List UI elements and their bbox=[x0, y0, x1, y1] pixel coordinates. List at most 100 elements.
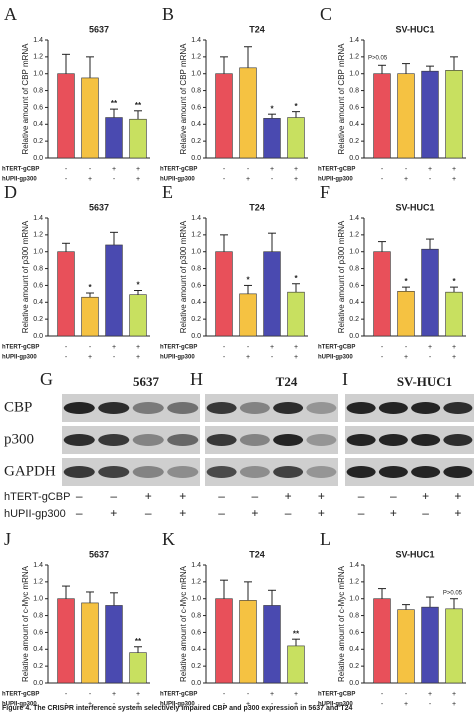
blot-band bbox=[346, 466, 376, 478]
y-tick-label: 0.2 bbox=[33, 316, 43, 323]
blot-band bbox=[206, 402, 237, 414]
annotation: P>0.05 bbox=[368, 56, 388, 62]
condition-sign: - bbox=[247, 344, 250, 351]
condition-sign: + bbox=[179, 489, 186, 503]
blot-band bbox=[443, 466, 473, 478]
blot-band bbox=[206, 434, 237, 446]
blot-band bbox=[239, 402, 270, 414]
y-tick-label: 1.0 bbox=[349, 249, 359, 256]
condition-sign: + bbox=[136, 701, 140, 708]
condition-sign: + bbox=[294, 176, 298, 183]
bar bbox=[105, 117, 123, 159]
condition-name: hTERT-gCBP bbox=[160, 692, 197, 698]
condition-sign: + bbox=[136, 354, 140, 361]
condition-sign: - bbox=[381, 701, 384, 708]
blot-band bbox=[306, 402, 337, 414]
significance: * bbox=[246, 276, 250, 285]
y-tick-label: 0.4 bbox=[349, 299, 359, 306]
y-tick-label: 1.2 bbox=[33, 232, 43, 239]
panel-letter: B bbox=[162, 4, 174, 24]
blot-band bbox=[239, 466, 270, 478]
condition-sign: + bbox=[179, 506, 186, 520]
y-tick-label: 1.0 bbox=[349, 596, 359, 603]
bar bbox=[57, 73, 75, 159]
y-tick-label: 0.0 bbox=[191, 333, 201, 340]
y-tick-label: 0.8 bbox=[33, 87, 43, 94]
condition-sign: – bbox=[358, 489, 365, 503]
condition-sign: + bbox=[294, 354, 298, 361]
y-tick-label: 1.2 bbox=[33, 54, 43, 61]
bar bbox=[129, 118, 147, 159]
y-tick-label: 0.0 bbox=[33, 333, 43, 340]
condition-sign: - bbox=[113, 354, 116, 361]
condition-sign: + bbox=[270, 691, 274, 698]
condition-sign: – bbox=[285, 506, 292, 520]
y-tick-label: 0.8 bbox=[349, 87, 359, 94]
condition-sign: + bbox=[452, 344, 456, 351]
significance: * bbox=[404, 277, 408, 286]
condition-sign: – bbox=[422, 506, 429, 520]
condition-sign: + bbox=[136, 176, 140, 183]
chart-title: SV-HUC1 bbox=[395, 202, 434, 212]
y-tick-label: 0.4 bbox=[191, 121, 201, 128]
caption: Figure 4. The CRISPR interference system… bbox=[2, 705, 353, 712]
condition-name: hUPII-gp300 bbox=[2, 355, 37, 361]
y-tick-label: 0.8 bbox=[349, 612, 359, 619]
y-tick-label: 1.2 bbox=[191, 579, 201, 586]
y-tick-label: 0.6 bbox=[191, 629, 201, 636]
condition-sign: + bbox=[88, 354, 92, 361]
condition-sign: - bbox=[223, 354, 226, 361]
condition-sign: – bbox=[76, 489, 83, 503]
blot-band bbox=[167, 434, 199, 446]
condition-sign: + bbox=[294, 691, 298, 698]
bar bbox=[81, 296, 99, 337]
y-axis-label: Relative amount of p300 mRNA bbox=[21, 220, 30, 333]
blot-band bbox=[167, 402, 199, 414]
y-tick-label: 1.4 bbox=[33, 215, 43, 222]
y-tick-label: 0.6 bbox=[191, 104, 201, 111]
condition-sign: - bbox=[405, 691, 408, 698]
condition-sign: - bbox=[381, 176, 384, 183]
bar bbox=[263, 251, 281, 337]
blot-band bbox=[378, 434, 408, 446]
condition-sign: - bbox=[271, 176, 274, 183]
condition-sign: - bbox=[223, 344, 226, 351]
condition-sign: – bbox=[145, 506, 152, 520]
condition-sign: - bbox=[65, 701, 68, 708]
condition-sign: + bbox=[270, 166, 274, 173]
chart-title: 5637 bbox=[89, 549, 109, 559]
bar bbox=[215, 251, 233, 337]
condition-sign: - bbox=[89, 344, 92, 351]
y-tick-label: 0.0 bbox=[349, 333, 359, 340]
condition-name: hTERT-gCBP bbox=[4, 491, 70, 503]
condition-name: hUPII-gp300 bbox=[318, 702, 353, 708]
bar bbox=[397, 609, 415, 684]
y-axis-label: Relative amount of CBP mRNA bbox=[337, 43, 346, 155]
condition-sign: - bbox=[429, 354, 432, 361]
y-tick-label: 1.0 bbox=[33, 71, 43, 78]
bar bbox=[215, 73, 233, 159]
bar bbox=[445, 608, 463, 684]
y-axis-label: Relative amount of c-Myc mRNA bbox=[21, 565, 30, 682]
panel-letter: K bbox=[162, 529, 175, 549]
condition-sign: - bbox=[65, 166, 68, 173]
condition-sign: - bbox=[113, 701, 116, 708]
y-tick-label: 0.4 bbox=[191, 646, 201, 653]
condition-sign: – bbox=[218, 489, 225, 503]
y-tick-label: 1.0 bbox=[191, 249, 201, 256]
y-tick-label: 0.8 bbox=[191, 87, 201, 94]
condition-sign: + bbox=[294, 344, 298, 351]
condition-sign: + bbox=[428, 344, 432, 351]
condition-sign: + bbox=[404, 701, 408, 708]
condition-name: hTERT-gCBP bbox=[318, 167, 355, 173]
blot-band bbox=[63, 402, 95, 414]
bar bbox=[215, 598, 233, 684]
y-tick-label: 1.2 bbox=[191, 232, 201, 239]
condition-sign: + bbox=[318, 489, 325, 503]
blot-row-label: p300 bbox=[4, 431, 34, 447]
blot-band bbox=[346, 434, 376, 446]
y-tick-label: 0.8 bbox=[191, 612, 201, 619]
condition-sign: + bbox=[88, 701, 92, 708]
bar bbox=[81, 602, 99, 684]
y-tick-label: 0.8 bbox=[349, 265, 359, 272]
